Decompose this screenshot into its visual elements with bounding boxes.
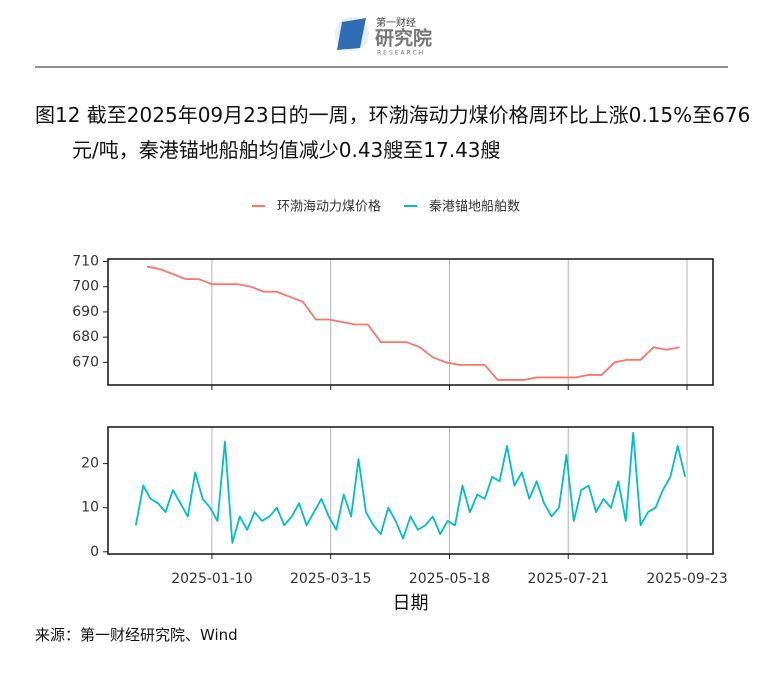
y-tick-label: 670 [72, 354, 99, 370]
logo-icon [337, 18, 366, 50]
logo-sub: RESEARCH [377, 50, 425, 57]
y-tick-label: 10 [81, 500, 99, 516]
y-tick-label: 680 [72, 329, 99, 345]
logo-top: 第一财经 [376, 16, 416, 29]
y-tick-label: 700 [72, 279, 99, 295]
title: 图12 截至2025年09月23日的一周，环渤海动力煤价格周环比上涨0.15%至… [35, 103, 751, 162]
legend-label: 环渤海动力煤价格 [277, 199, 381, 215]
x-tick-label: 2025-05-18 [409, 571, 490, 587]
data-line [134, 431, 687, 544]
plot-frame [107, 426, 714, 555]
source: 来源：第一财经研究院、Wind [35, 626, 238, 644]
x-axis-label: 日期 [393, 593, 429, 614]
y-tick-label: 0 [90, 544, 99, 560]
logo: 第一财经 研究院 RESEARCH [335, 16, 432, 57]
legend-label: 秦港锚地船舶数 [429, 199, 520, 215]
x-tick-label: 2025-03-15 [290, 571, 371, 587]
logo-main: 研究院 [375, 27, 432, 50]
y-tick-label: 690 [72, 304, 99, 320]
x-tick-label: 2025-01-10 [171, 571, 252, 587]
data-line [146, 265, 680, 381]
plot-frame [107, 258, 714, 386]
y-tick-label: 710 [72, 254, 99, 270]
x-tick-label: 2025-07-21 [528, 571, 609, 587]
y-tick-label: 20 [81, 456, 99, 472]
x-tick-label: 2025-09-23 [646, 571, 727, 587]
